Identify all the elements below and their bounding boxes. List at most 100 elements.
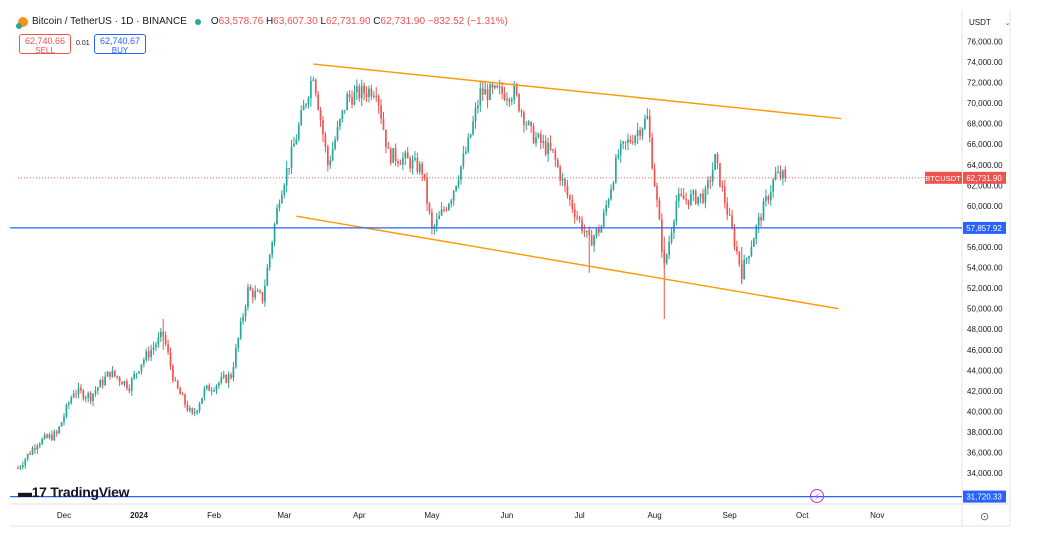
candle-body	[215, 385, 218, 391]
candle-body	[179, 388, 182, 395]
candle-body	[748, 256, 750, 259]
candle-body	[406, 152, 409, 159]
candle-body	[409, 158, 411, 169]
candle-body	[126, 381, 128, 389]
candle-body	[339, 119, 341, 127]
candle-body	[31, 448, 34, 455]
candle-body	[302, 105, 305, 111]
candle-body	[726, 202, 729, 215]
candle-body	[256, 291, 259, 293]
candle-body	[665, 254, 668, 264]
x-tick-label: 2024	[130, 511, 148, 520]
candle-body	[493, 85, 496, 88]
candle-body	[239, 321, 242, 338]
candle-body	[184, 394, 186, 405]
candle-body	[418, 163, 421, 173]
candle-body	[169, 352, 172, 366]
x-tick-label: Nov	[870, 511, 884, 520]
candle-body	[631, 141, 634, 144]
candle-body	[559, 167, 562, 181]
tradingview-logo: ▬17 TradingView	[18, 484, 130, 500]
candle-body	[72, 393, 75, 398]
candle-body	[155, 344, 157, 348]
candle-body	[19, 467, 22, 469]
candle-body	[234, 347, 237, 368]
x-tick-label: Jul	[574, 511, 584, 520]
candle-body	[113, 370, 116, 376]
candle-body	[36, 445, 39, 450]
candle-body	[544, 141, 547, 155]
candle-body	[452, 190, 455, 201]
candle-body	[474, 108, 477, 122]
candle-body	[515, 85, 518, 95]
high-label: H	[265, 16, 274, 27]
candle-body	[138, 371, 140, 374]
candle-body	[520, 111, 523, 113]
y-tick-label: 60,000.00	[967, 202, 1003, 211]
y-tick-label: 74,000.00	[967, 58, 1003, 67]
candle-body	[244, 307, 247, 317]
candle-body	[89, 392, 92, 402]
y-tick-label: 38,000.00	[967, 428, 1003, 437]
x-tick-label: Sep	[723, 511, 738, 520]
candle-body	[774, 172, 777, 180]
candle-body	[259, 291, 261, 293]
candle-body	[111, 370, 114, 377]
candle-body	[29, 453, 31, 455]
candle-body	[648, 116, 651, 138]
candle-body	[714, 154, 716, 170]
candle-body	[460, 166, 462, 180]
y-tick-label: 50,000.00	[967, 305, 1003, 314]
candle-body	[218, 382, 220, 386]
candle-body	[334, 139, 336, 149]
candle-body	[489, 84, 491, 100]
candle-body	[569, 195, 571, 200]
currency-selector[interactable]: USDT ⌄	[969, 18, 1011, 27]
candle-body	[757, 216, 760, 227]
candle-body	[77, 387, 80, 395]
candle-body	[322, 119, 324, 135]
candle-body	[201, 397, 203, 404]
buy-button[interactable]: 62,740.67 BUY	[94, 34, 146, 55]
candle-body	[428, 203, 431, 213]
candle-body	[293, 144, 295, 147]
candle-body	[467, 137, 470, 152]
symbol-title[interactable]: Bitcoin / TetherUS · 1D · BINANCE	[32, 16, 187, 27]
low-label: L	[320, 16, 327, 27]
sell-button[interactable]: 62,740.66 SELL	[19, 34, 71, 55]
candle-body	[622, 141, 624, 144]
candle-body	[755, 226, 758, 239]
candle-body	[627, 139, 629, 143]
candle-body	[769, 191, 772, 201]
candle-body	[431, 212, 433, 229]
candle-body	[639, 130, 641, 136]
candle-body	[382, 118, 385, 130]
candle-body	[535, 137, 537, 144]
candle-body	[644, 118, 646, 129]
candle-body	[508, 99, 511, 102]
candle-body	[615, 157, 617, 183]
candle-body	[762, 200, 765, 221]
candle-body	[271, 242, 274, 255]
candle-body	[307, 98, 310, 105]
candle-body	[547, 142, 549, 155]
candle-body	[658, 200, 661, 220]
candle-body	[709, 180, 712, 182]
candle-body	[186, 404, 189, 411]
settings-gear-icon[interactable]: ⊙	[980, 511, 990, 523]
candle-body	[290, 146, 293, 168]
candle-body	[443, 209, 445, 211]
tradingview-brand: TradingView	[50, 484, 130, 500]
candle-body	[782, 170, 784, 179]
candle-body	[646, 116, 649, 119]
candle-body	[150, 349, 152, 358]
horizontal-line-label: 31,720.33	[966, 493, 1002, 502]
candle-body	[687, 199, 690, 205]
lightning-icon[interactable]: ⚡	[810, 489, 824, 503]
y-tick-label: 34,000.00	[967, 469, 1003, 478]
candle-body	[556, 160, 559, 168]
candle-body	[276, 207, 278, 224]
candle-body	[145, 351, 148, 360]
